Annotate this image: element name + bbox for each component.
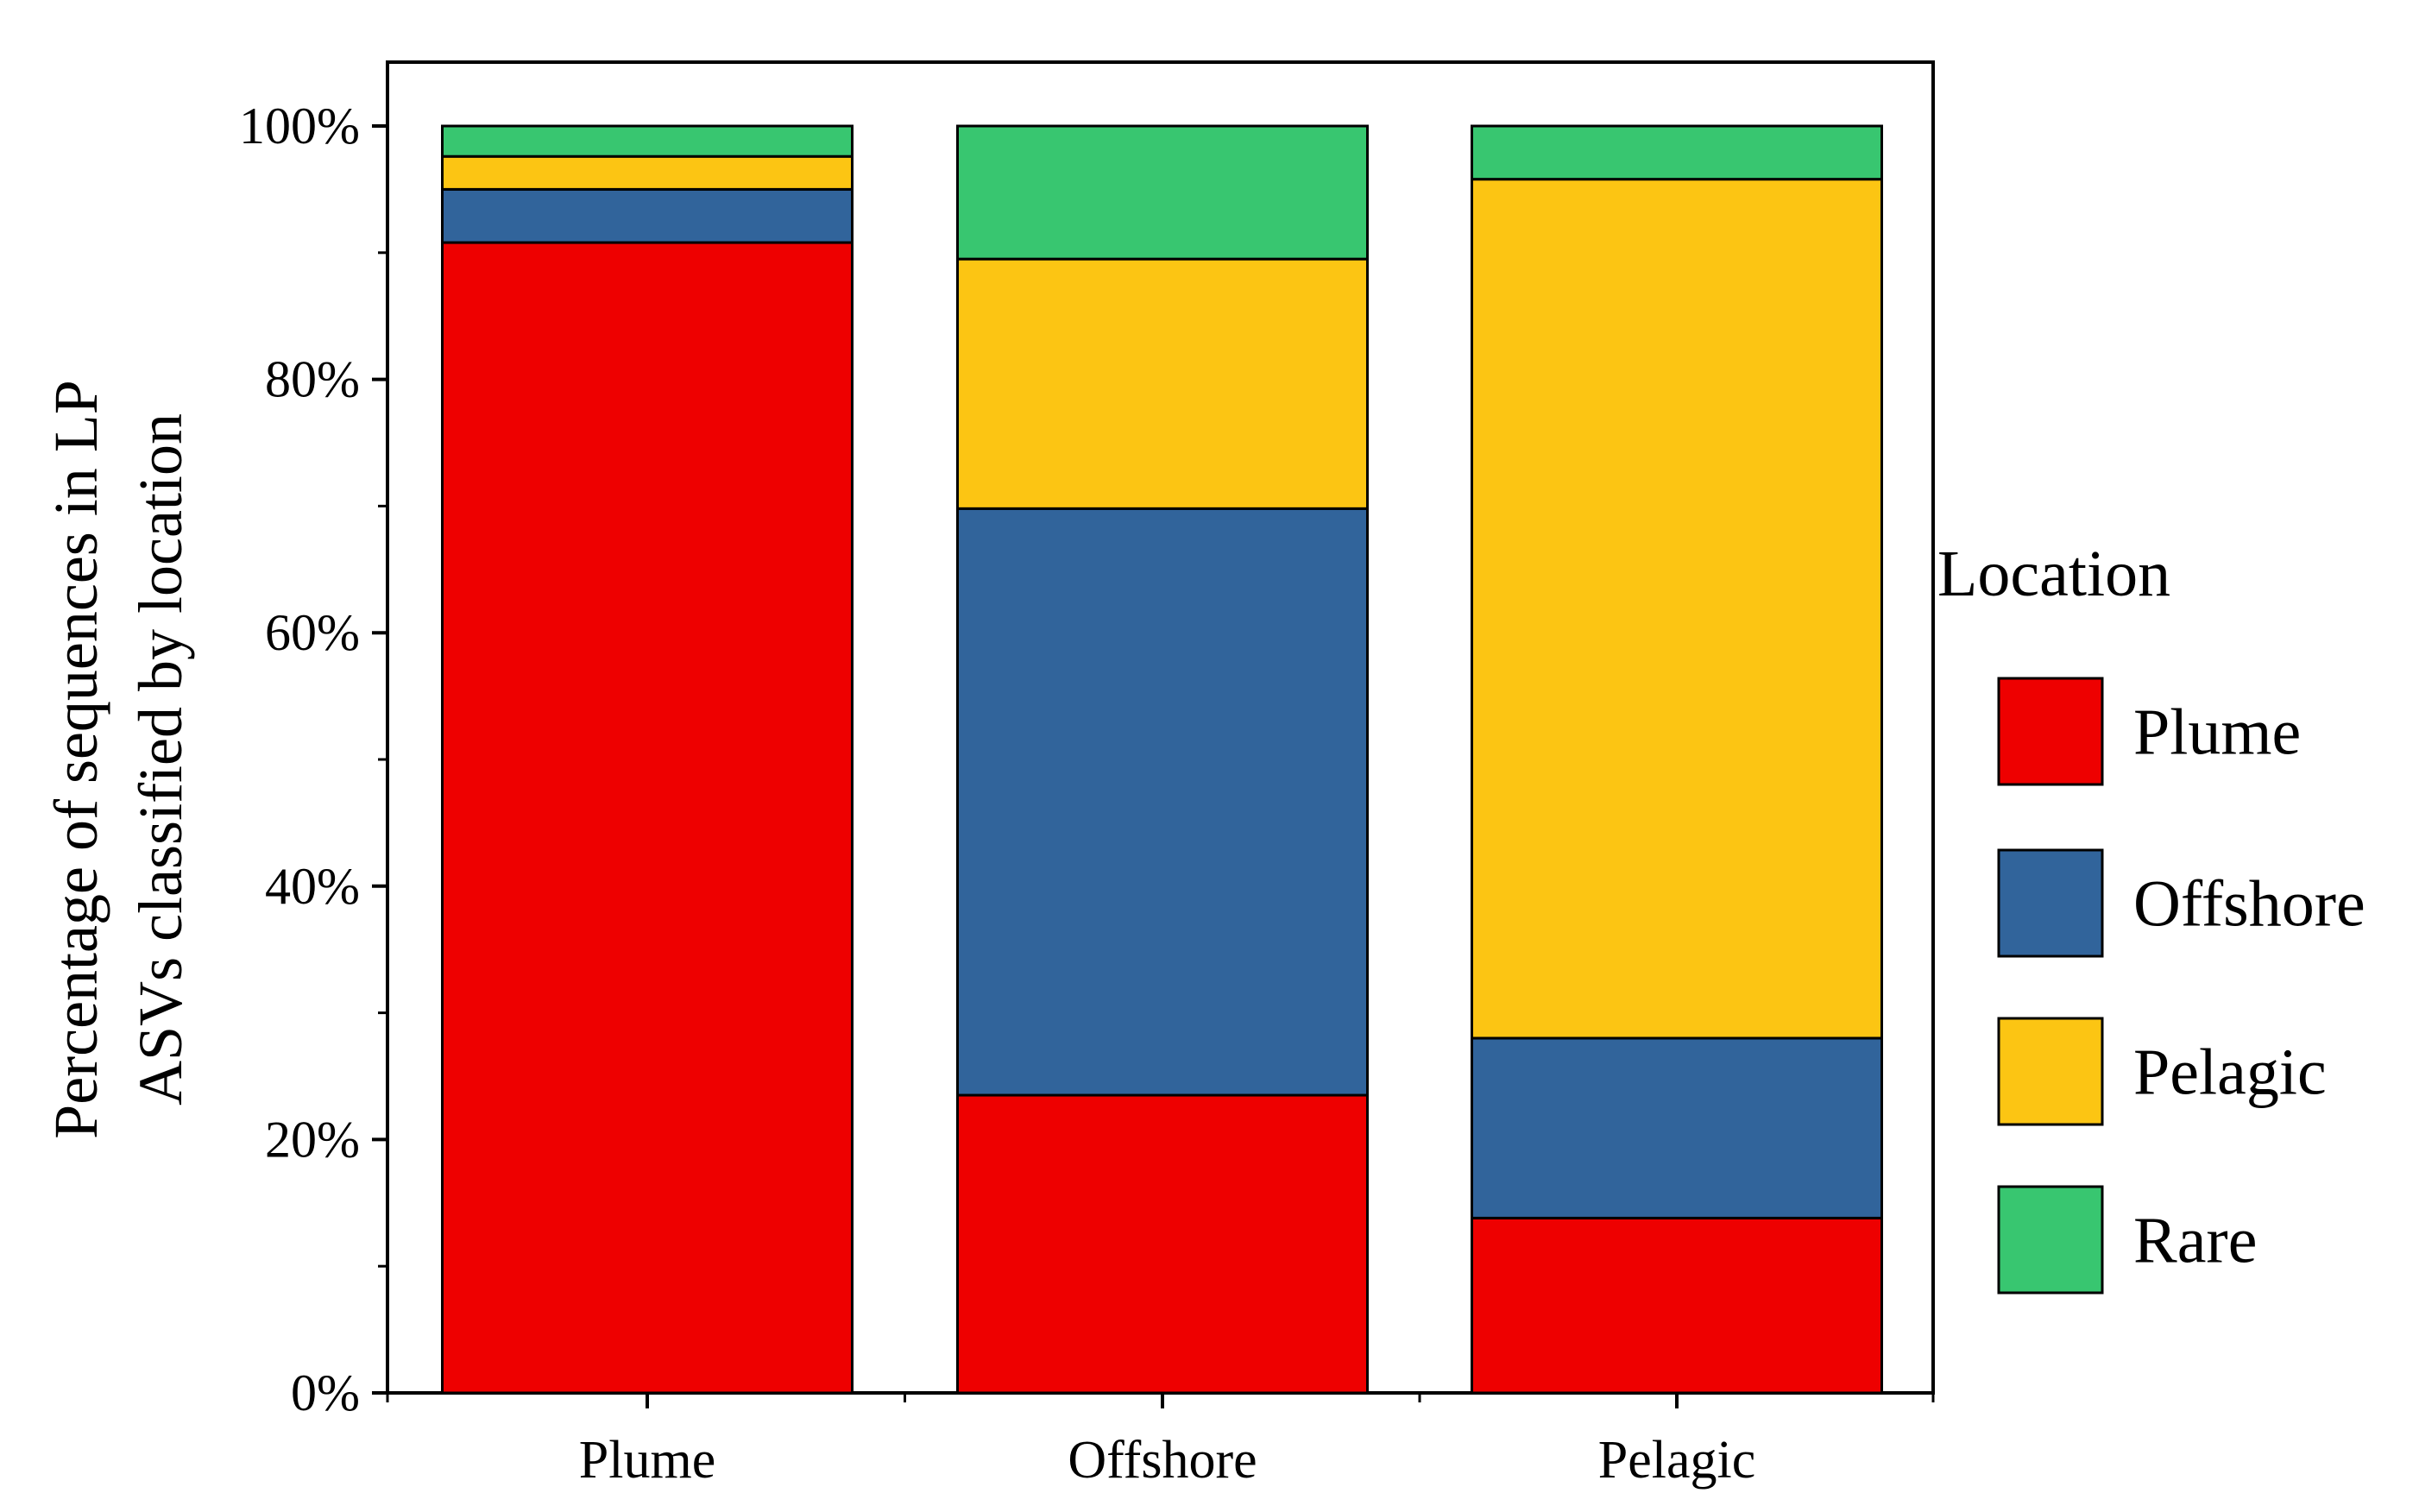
y-axis-title-line-1: Percentage of sequences in LP: [41, 380, 110, 1139]
bar-segment-plume-rare: [441, 124, 854, 158]
bar-segment-pelagic-pelagic: [1471, 178, 1883, 1040]
x-tick-label-pelagic: Pelagic: [1598, 1431, 1756, 1490]
y-axis-title-line-2: ASVs classified by location: [126, 413, 195, 1106]
legend-swatch-pelagic: [1997, 1017, 2104, 1126]
y-tick-label: 60%: [265, 604, 360, 661]
bar-segment-plume-pelagic: [441, 154, 854, 191]
x-tick-label-offshore: Offshore: [1068, 1431, 1257, 1490]
bar-segment-pelagic-rare: [1471, 124, 1883, 181]
legend-label-plume: Plume: [2133, 696, 2301, 769]
bar-segment-pelagic-offshore: [1471, 1036, 1883, 1219]
y-tick-label: 20%: [265, 1111, 360, 1168]
bar-segment-offshore-offshore: [956, 507, 1369, 1097]
bar-segment-plume-offshore: [441, 187, 854, 244]
legend-label-offshore: Offshore: [2133, 868, 2365, 941]
bar-segment-plume-plume: [441, 241, 854, 1395]
legend-label-pelagic: Pelagic: [2133, 1036, 2327, 1109]
y-tick-label: 80%: [265, 351, 360, 408]
legend-swatch-rare: [1997, 1185, 2104, 1295]
y-tick-label: 100%: [239, 98, 360, 154]
y-tick-label: 0%: [291, 1364, 360, 1421]
legend-label-rare: Rare: [2133, 1205, 2257, 1277]
bar-segment-offshore-rare: [956, 124, 1369, 261]
legend-swatch-offshore: [1997, 848, 2104, 958]
legend-swatch-plume: [1997, 677, 2104, 786]
legend-title: Location: [1937, 538, 2170, 610]
y-axis-title: Percentage of sequences in LP ASVs classi…: [41, 380, 195, 1139]
y-tick-label: 40%: [265, 858, 360, 915]
x-tick-label-plume: Plume: [579, 1431, 715, 1490]
bar-segment-offshore-pelagic: [956, 257, 1369, 510]
bar-segment-pelagic-plume: [1471, 1216, 1883, 1395]
bar-segment-offshore-plume: [956, 1093, 1369, 1395]
